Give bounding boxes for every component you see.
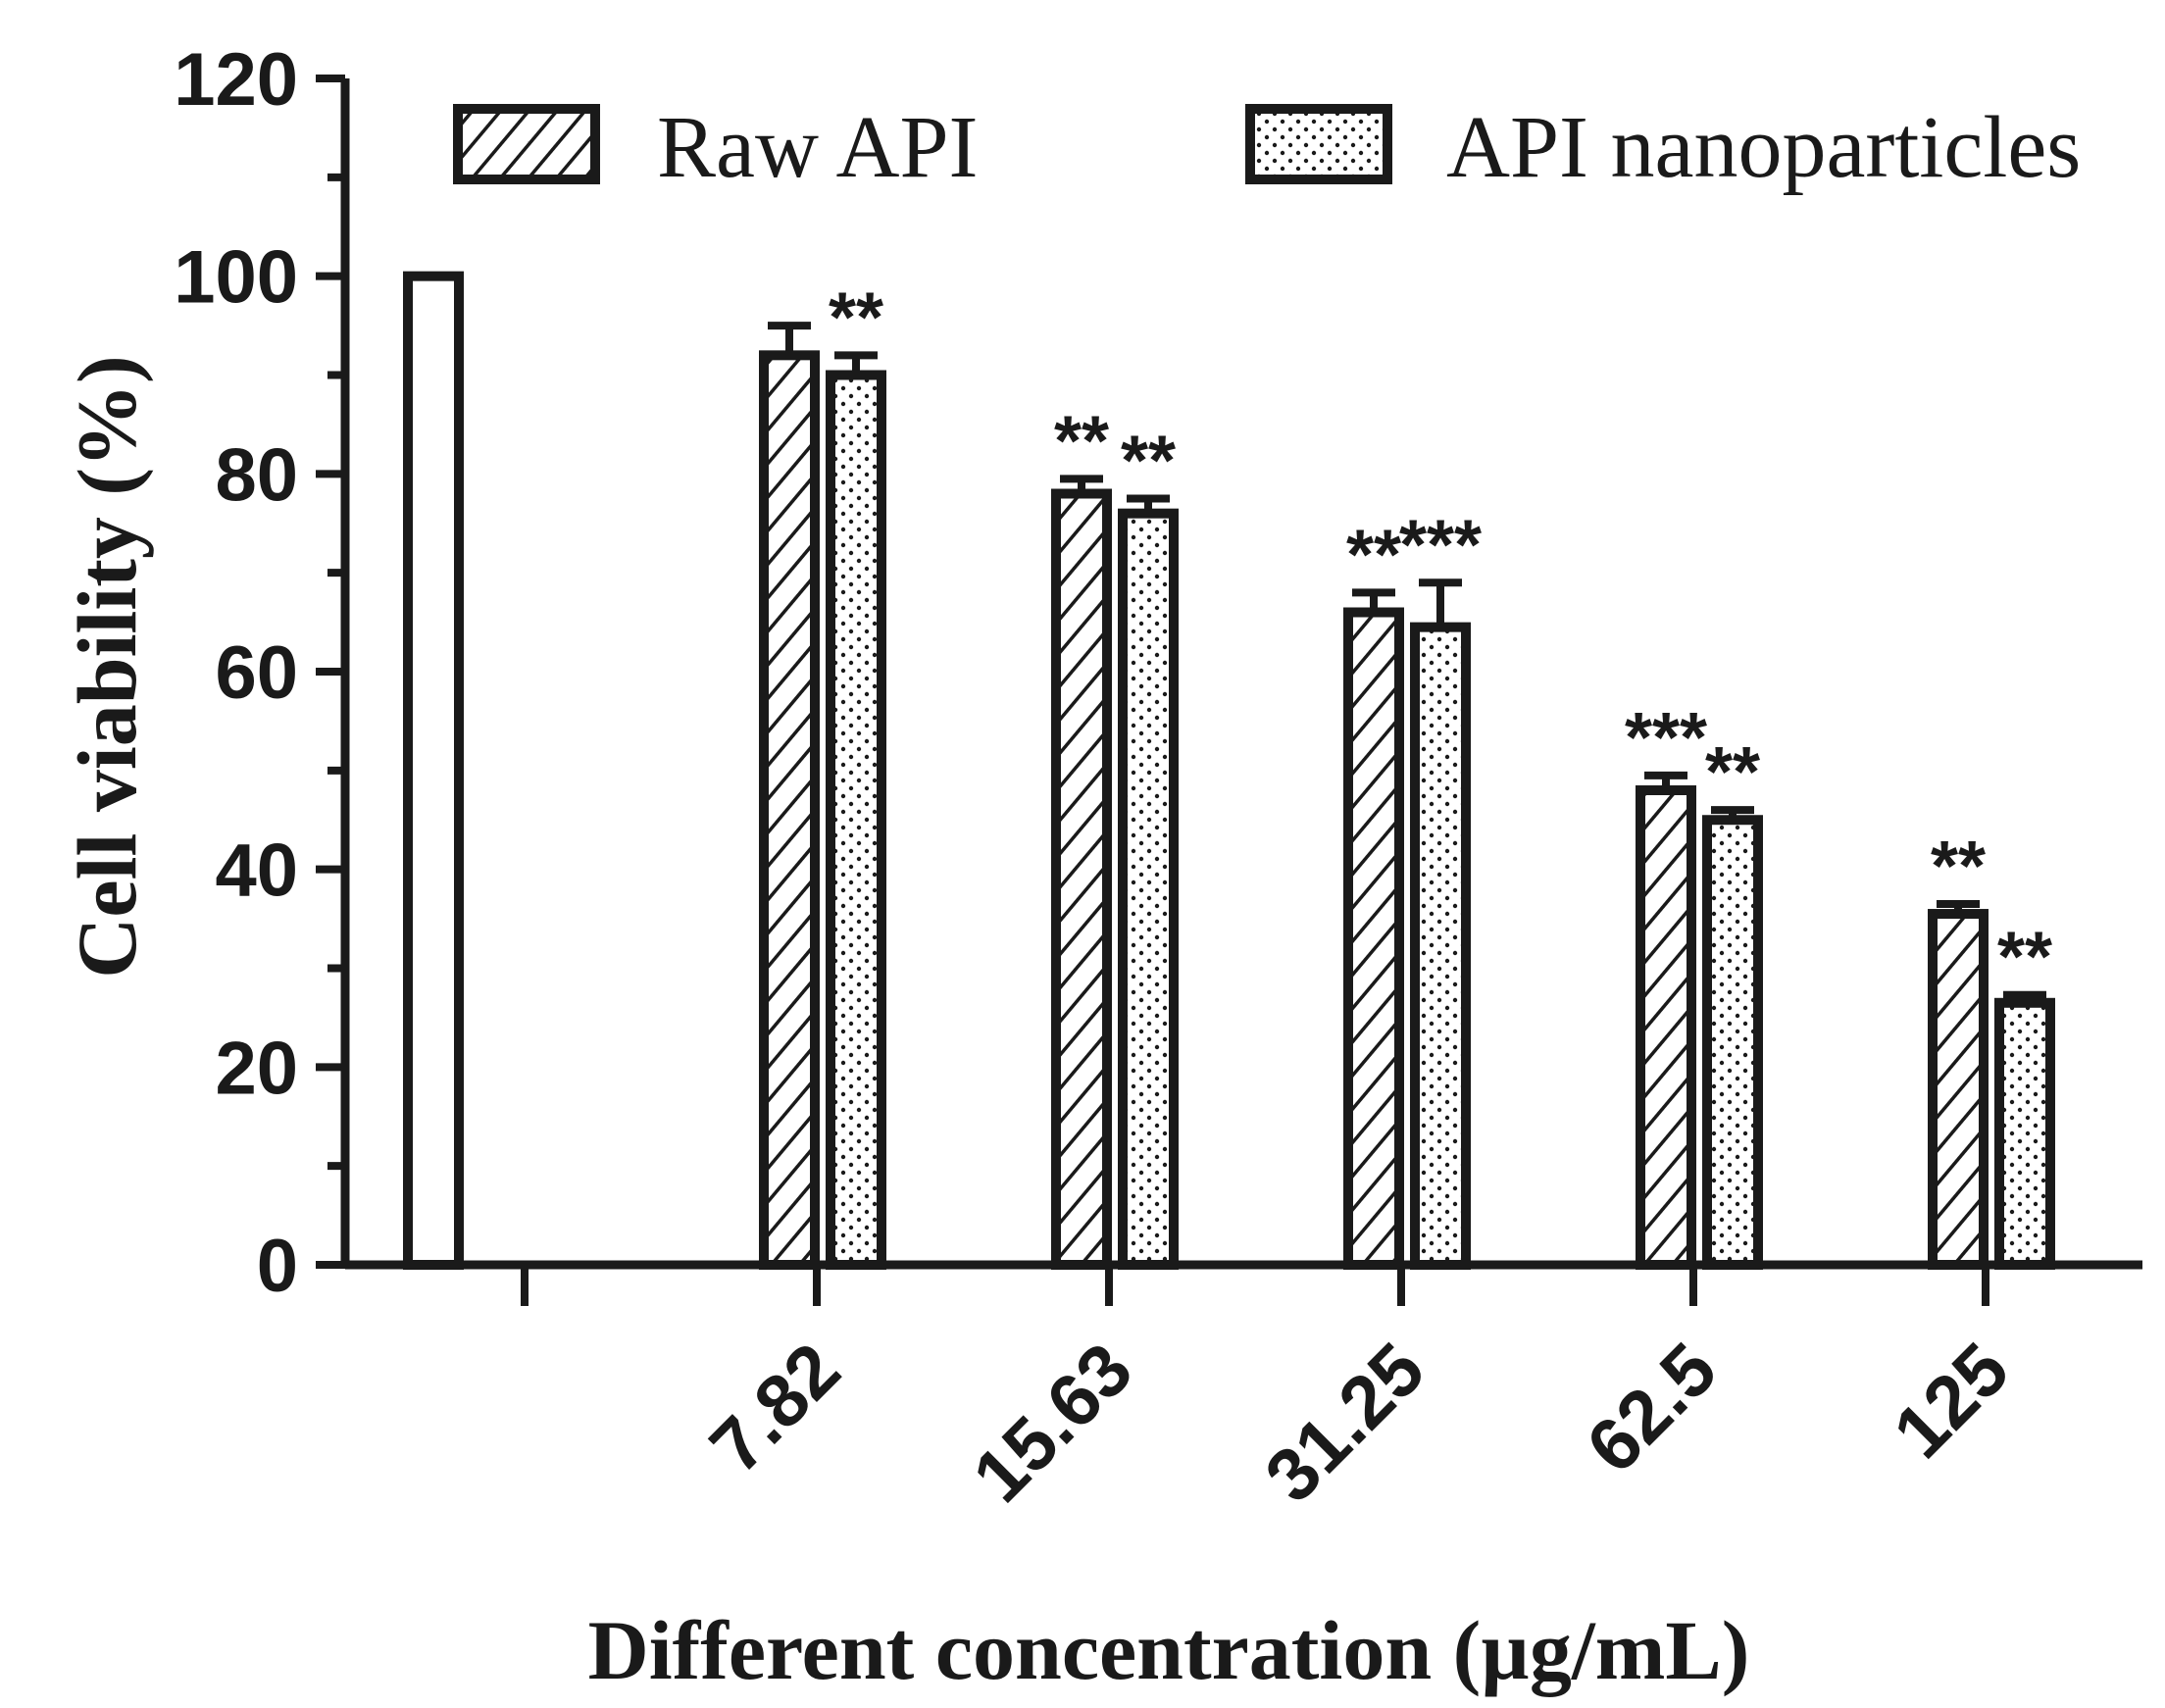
bar-raw-api <box>759 350 820 1271</box>
significance-label: *** <box>1625 699 1707 778</box>
significance-label: ** <box>1121 423 1176 501</box>
bar-api-nanoparticles <box>1994 997 2055 1271</box>
significance-label: ** <box>1705 733 1760 812</box>
x-axis: 7.82 15.63 31.25 62.5 125 <box>345 1260 2142 1519</box>
y-tick-label: 120 <box>174 38 298 122</box>
bar-raw-api <box>1928 909 1989 1271</box>
bar-api-nanoparticles <box>1410 622 1471 1270</box>
y-axis: 0 20 40 60 80 100 120 <box>174 38 350 1308</box>
y-tick-label: 40 <box>215 829 298 913</box>
legend-swatch-raw-api <box>453 104 600 184</box>
significance-label: ** <box>1054 402 1109 480</box>
x-tick-label: 125 <box>1878 1328 2025 1475</box>
y-tick-label: 100 <box>174 236 298 320</box>
x-tick-label: 62.5 <box>1571 1328 1733 1489</box>
y-tick-label: 0 <box>257 1225 298 1308</box>
x-axis-title: Different concentration (µg/mL) <box>588 1603 1750 1697</box>
legend: Raw API API nanoparticles <box>453 99 2081 196</box>
bar-api-nanoparticles <box>1118 508 1179 1270</box>
significance-label: *** <box>1399 506 1482 584</box>
x-tick-label: 31.25 <box>1249 1328 1440 1519</box>
legend-label-api-nanoparticles: API nanoparticles <box>1446 99 2081 196</box>
significance-label: ** <box>829 278 883 357</box>
bar-raw-api <box>1343 607 1404 1270</box>
bar-raw-api <box>1636 785 1696 1270</box>
bars: **** **************** <box>403 271 2055 1271</box>
legend-label-raw-api: Raw API <box>657 99 979 196</box>
y-axis-title: Cell viability (%) <box>60 355 154 978</box>
significance-label: ** <box>1931 828 1986 906</box>
y-tick-label: 80 <box>215 433 298 517</box>
bar-control <box>403 271 464 1270</box>
bar-api-nanoparticles <box>826 370 886 1270</box>
bar-raw-api <box>1051 488 1112 1270</box>
y-tick-label: 20 <box>215 1027 298 1110</box>
legend-swatch-api-nanoparticles <box>1245 104 1392 184</box>
significance-label: ** <box>1346 516 1401 594</box>
y-tick-label: 60 <box>215 631 298 715</box>
significance-label: ** <box>1997 919 2052 997</box>
x-tick-label: 15.63 <box>957 1328 1148 1519</box>
bar-api-nanoparticles <box>1702 815 1763 1270</box>
x-tick-label: 7.82 <box>694 1328 856 1489</box>
